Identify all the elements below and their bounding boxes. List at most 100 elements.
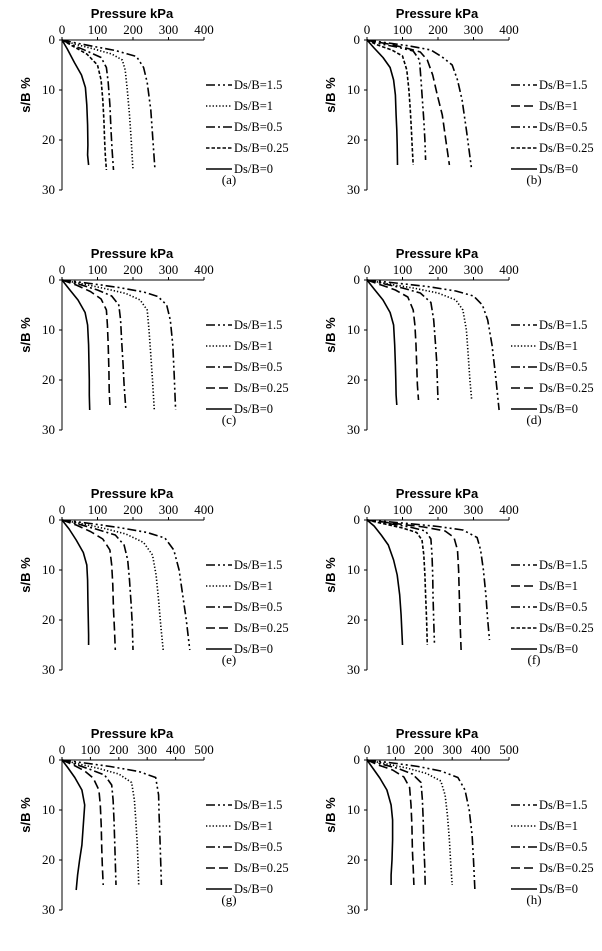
y-tick-label: 0 — [49, 752, 56, 767]
x-tick-label: 200 — [428, 502, 448, 517]
x-tick-label: 300 — [442, 742, 462, 757]
x-tick-label: 100 — [81, 742, 101, 757]
x-tick-label: 400 — [194, 262, 214, 277]
chart-panel-e: Pressure kPa s/B % 0 100 200 300 400 0 10 20 30 Ds/… — [18, 480, 290, 710]
x-tick-label: 200 — [123, 502, 143, 517]
series-line — [366, 519, 429, 646]
x-tick-label: 0 — [364, 262, 371, 277]
series-line — [61, 759, 86, 891]
legend-label: Ds/B=1.5 — [539, 798, 587, 812]
x-tick-label: 300 — [464, 502, 484, 517]
legend-label: Ds/B=1 — [539, 99, 578, 113]
y-axis-label: s/B % — [18, 797, 33, 833]
legend-label: Ds/B=1 — [539, 819, 578, 833]
x-tick-label: 200 — [109, 742, 129, 757]
x-tick-label: 400 — [194, 502, 214, 517]
chart-panel-f: Pressure kPa s/B % 0 100 200 300 400 0 10 20 30 Ds/… — [323, 480, 595, 710]
panel-label: (d) — [526, 412, 541, 427]
x-tick-label: 200 — [414, 742, 434, 757]
legend-label: Ds/B=0.25 — [234, 621, 289, 635]
x-tick-label: 200 — [123, 262, 143, 277]
series-line — [366, 759, 453, 886]
x-tick-label: 200 — [428, 262, 448, 277]
series-line — [366, 279, 398, 406]
y-tick-label: 10 — [347, 322, 360, 337]
legend-label: Ds/B=0.25 — [539, 861, 594, 875]
y-tick-label: 20 — [347, 852, 360, 867]
series-line — [61, 519, 90, 645]
series-line — [61, 759, 104, 886]
legend-label: Ds/B=0.5 — [234, 600, 282, 614]
y-tick-label: 30 — [42, 422, 55, 437]
panel-label: (c) — [222, 412, 236, 427]
panel-label: (a) — [222, 172, 236, 187]
legend-label: Ds/B=0.25 — [234, 861, 289, 875]
legend-label: Ds/B=0.5 — [539, 840, 587, 854]
y-tick-label: 30 — [347, 662, 360, 677]
series-line — [366, 279, 500, 411]
y-tick-label: 20 — [347, 372, 360, 387]
y-tick-label: 0 — [354, 272, 361, 287]
series-line — [366, 39, 473, 171]
chart-svg: Pressure kPa s/B % 0 100 200 300 400 0 10 20 30 Ds/… — [18, 486, 289, 677]
y-tick-label: 20 — [42, 852, 55, 867]
legend-label: Ds/B=0 — [234, 642, 273, 656]
x-tick-label: 300 — [464, 262, 484, 277]
chart-panel-c: Pressure kPa s/B % 0 100 200 300 400 0 10 20 30 Ds/… — [18, 240, 290, 470]
x-tick-label: 0 — [364, 502, 371, 517]
series-line — [61, 279, 91, 411]
chart-panel-a: Pressure kPa s/B % 0 100 200 300 400 0 10 20 30 Ds/… — [18, 0, 290, 230]
legend-label: Ds/B=1.5 — [539, 78, 587, 92]
y-axis-label: s/B % — [323, 77, 338, 113]
series-line — [61, 759, 117, 886]
series-line — [61, 39, 134, 171]
y-tick-label: 20 — [42, 612, 55, 627]
legend-label: Ds/B=0 — [234, 882, 273, 896]
y-tick-label: 0 — [354, 752, 361, 767]
legend-label: Ds/B=0.25 — [539, 381, 594, 395]
x-tick-label: 0 — [364, 22, 371, 37]
chart-svg: Pressure kPa s/B % 0 100 200 300 400 0 10 20 30 Ds/… — [323, 6, 594, 197]
legend-label: Ds/B=1 — [234, 339, 273, 353]
series-line — [61, 279, 177, 411]
legend-label: Ds/B=0.5 — [539, 600, 587, 614]
series-line — [61, 39, 156, 171]
y-tick-label: 30 — [42, 662, 55, 677]
series-line — [366, 279, 420, 401]
x-tick-label: 200 — [123, 22, 143, 37]
legend-label: Ds/B=0 — [539, 402, 578, 416]
legend-label: Ds/B=1.5 — [234, 318, 282, 332]
legend-label: Ds/B=1 — [234, 579, 273, 593]
legend-label: Ds/B=1.5 — [539, 318, 587, 332]
y-tick-label: 10 — [347, 802, 360, 817]
legend-label: Ds/B=0 — [539, 882, 578, 896]
legend-label: Ds/B=0.25 — [539, 141, 594, 155]
series-line — [366, 519, 404, 646]
x-tick-label: 0 — [364, 742, 371, 757]
x-tick-label: 0 — [59, 742, 66, 757]
panel-label: (g) — [221, 892, 236, 907]
chart-svg: Pressure kPa s/B % 0 100 200 300 400 0 10 20 30 Ds/… — [323, 246, 594, 437]
x-tick-label: 100 — [393, 502, 413, 517]
y-tick-label: 0 — [49, 32, 56, 47]
y-axis-label: s/B % — [323, 557, 338, 593]
legend-label: Ds/B=0.5 — [234, 120, 282, 134]
y-tick-label: 30 — [347, 422, 360, 437]
series-line — [366, 759, 394, 885]
series-line — [366, 39, 399, 166]
legend-label: Ds/B=0.5 — [539, 120, 587, 134]
y-axis-label: s/B % — [18, 77, 33, 113]
chart-title: Pressure kPa — [91, 246, 174, 261]
x-tick-label: 300 — [137, 742, 157, 757]
chart-title: Pressure kPa — [91, 6, 174, 21]
x-tick-label: 100 — [393, 22, 413, 37]
legend-label: Ds/B=0.25 — [234, 141, 289, 155]
x-tick-label: 100 — [88, 502, 108, 517]
chart-title: Pressure kPa — [91, 486, 174, 501]
legend-label: Ds/B=1.5 — [234, 78, 282, 92]
y-axis-label: s/B % — [18, 557, 33, 593]
legend-label: Ds/B=0 — [539, 162, 578, 176]
y-axis-label: s/B % — [323, 797, 338, 833]
legend-label: Ds/B=0.5 — [539, 360, 587, 374]
series-line — [366, 279, 473, 401]
